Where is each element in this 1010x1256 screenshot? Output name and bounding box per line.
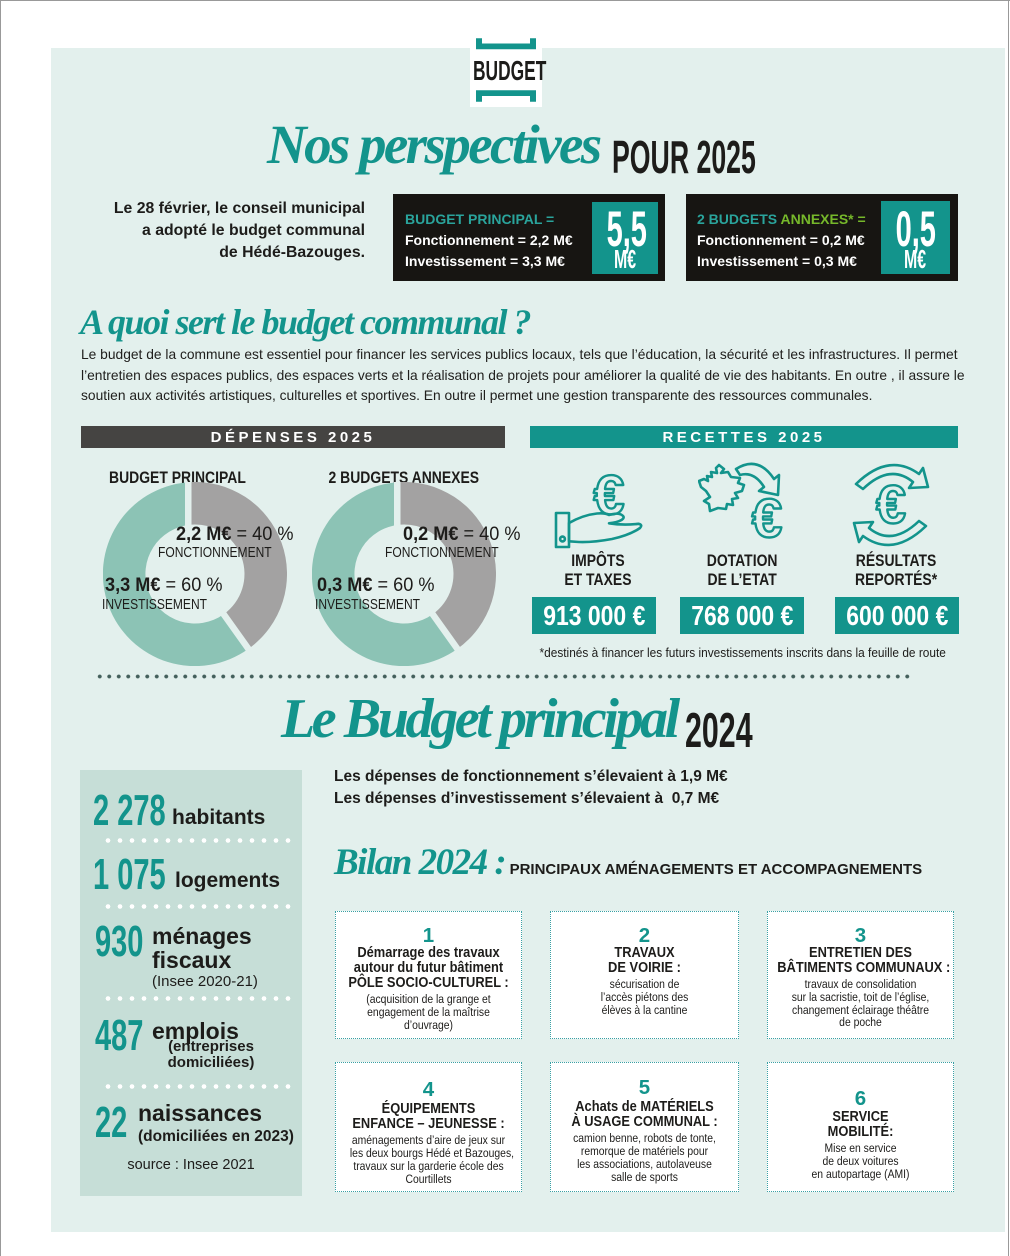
svg-text:€: € xyxy=(876,475,906,535)
svg-text:€: € xyxy=(593,463,624,526)
svg-text:€: € xyxy=(752,487,783,549)
